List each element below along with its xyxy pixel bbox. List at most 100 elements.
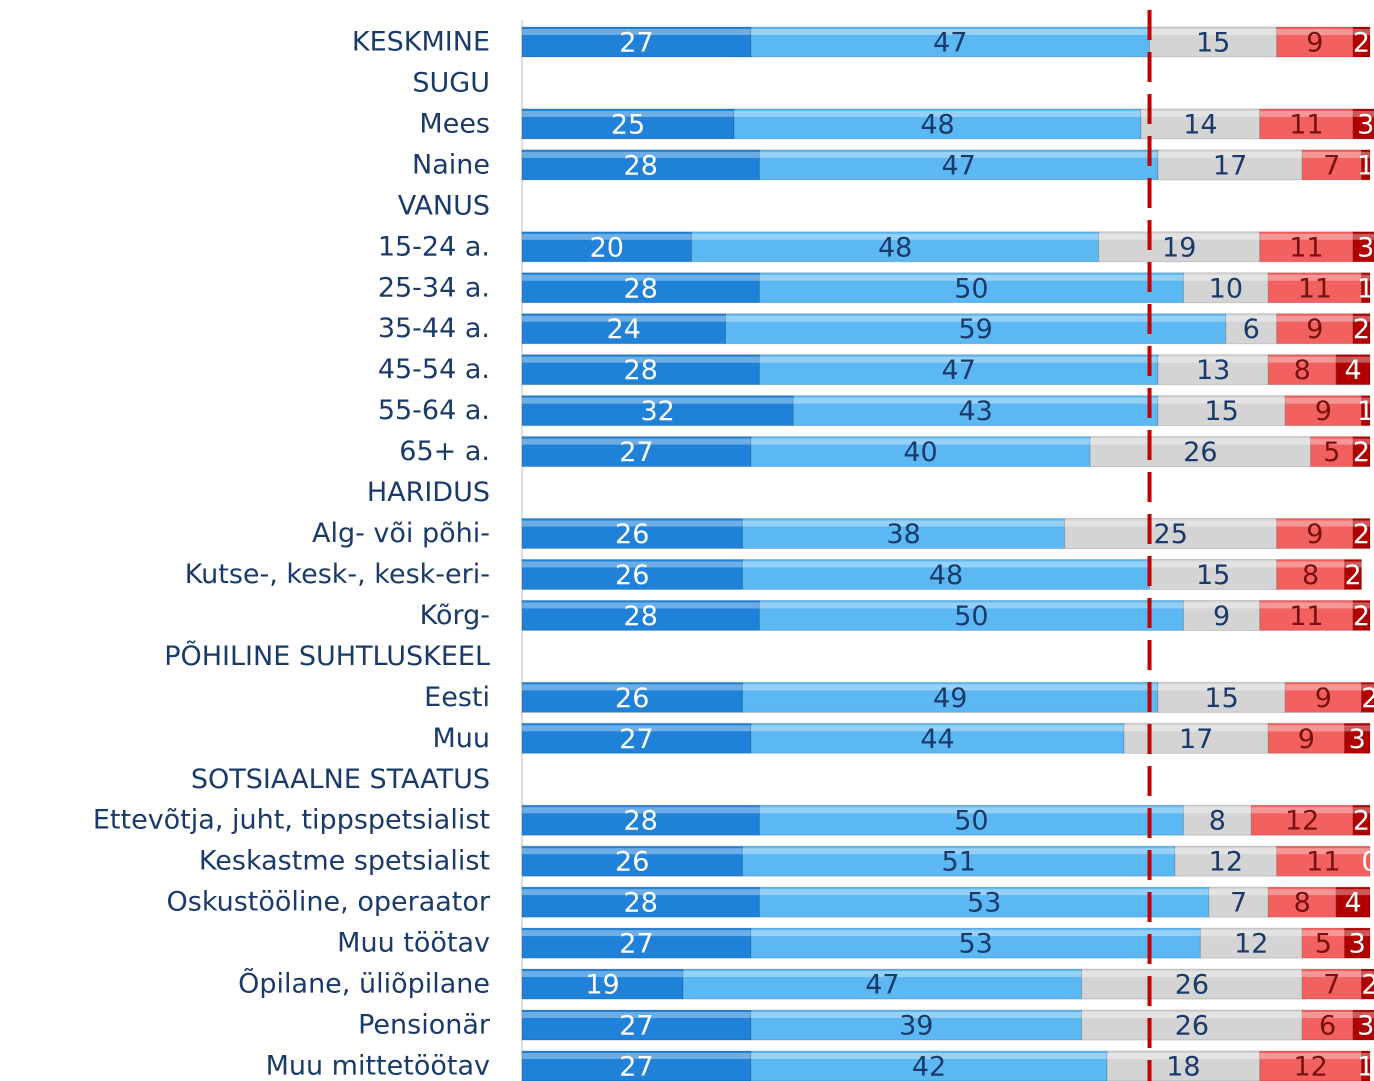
value-label: 9 — [1298, 724, 1315, 755]
bar-gloss — [1353, 1012, 1374, 1019]
bar-segment — [758, 804, 1184, 836]
category-label: SUGU — [412, 67, 490, 98]
value-label: 10 — [1209, 273, 1243, 304]
category-label: Eesti — [424, 682, 490, 713]
bar-segment — [521, 108, 735, 140]
category-label: Kutse-, kesk-, kesk-eri- — [185, 559, 490, 590]
value-label: 5 — [1323, 437, 1340, 468]
bar-segment — [1361, 968, 1374, 1000]
bar-gloss — [759, 807, 1184, 814]
bar-segment — [1098, 231, 1261, 263]
bar-segment — [682, 968, 1083, 1000]
bar-segment — [1361, 149, 1371, 181]
bar-segment — [521, 149, 760, 181]
value-label: 2 — [1353, 519, 1370, 550]
value-label: 17 — [1213, 150, 1247, 181]
bar-gloss — [734, 110, 1142, 117]
bar-gloss — [750, 930, 1201, 937]
bar-segment — [1352, 518, 1371, 550]
category-label: 45-54 a. — [378, 354, 490, 385]
bar-gloss — [1183, 274, 1269, 281]
bar-segment — [758, 149, 1159, 181]
bar-segment — [1361, 395, 1371, 427]
bar-segment — [1361, 1050, 1371, 1081]
bar-segment — [521, 558, 743, 590]
value-label: 9 — [1315, 396, 1332, 427]
value-label: 2 — [1353, 601, 1370, 632]
value-label: 15 — [1204, 683, 1238, 714]
bar-gloss — [522, 930, 751, 937]
bar-gloss — [1302, 971, 1362, 978]
value-label: 9 — [1306, 314, 1323, 345]
value-label: 27 — [619, 1052, 653, 1081]
bar-gloss — [1302, 151, 1362, 158]
value-label: 26 — [615, 519, 649, 550]
bar-gloss — [1268, 274, 1362, 281]
bar-gloss — [1276, 315, 1354, 322]
bar-segment — [1149, 558, 1278, 590]
bar-gloss — [1183, 602, 1260, 609]
value-label: 47 — [933, 28, 967, 59]
value-label: 49 — [933, 683, 967, 714]
value-label: 7 — [1230, 888, 1247, 919]
category-label: SOTSIAALNE STAATUS — [191, 764, 490, 795]
bar-segment — [1276, 558, 1346, 590]
bar-gloss — [1302, 1012, 1354, 1019]
bar-segment — [1352, 1009, 1374, 1041]
bar-segment — [521, 313, 727, 345]
bar-gloss — [759, 602, 1184, 609]
category-label: Kõrg- — [420, 600, 490, 631]
bar-gloss — [1090, 438, 1311, 445]
bar-gloss — [1353, 438, 1370, 445]
bar-segment — [1344, 558, 1363, 590]
value-label: 2 — [1353, 437, 1370, 468]
bar-gloss — [742, 848, 1175, 855]
bar-segment — [1140, 108, 1261, 140]
value-label: 26 — [615, 683, 649, 714]
bar-segment — [741, 845, 1176, 877]
bar-segment — [1267, 886, 1337, 918]
bar-segment — [1301, 927, 1346, 959]
bar-segment — [1352, 436, 1371, 468]
category-label: Mees — [419, 108, 490, 139]
bar-segment — [750, 722, 1125, 754]
value-label: 8 — [1302, 560, 1319, 591]
value-label: 47 — [865, 970, 899, 1001]
bar-gloss — [1225, 315, 1277, 322]
bar-gloss — [1344, 930, 1370, 937]
bar-gloss — [1081, 971, 1303, 978]
bar-gloss — [522, 684, 743, 691]
value-label: 26 — [1183, 437, 1217, 468]
bar-gloss — [1353, 520, 1370, 527]
bar-segment — [1182, 599, 1261, 631]
value-label: 2 — [1353, 806, 1370, 837]
bar-gloss — [522, 274, 760, 281]
value-label: 28 — [624, 273, 658, 304]
bar-gloss — [1353, 29, 1370, 35]
value-label: 26 — [615, 560, 649, 591]
bar-segment — [521, 436, 752, 468]
value-label: 39 — [899, 1011, 933, 1042]
bar-gloss — [1276, 561, 1345, 568]
value-label: 32 — [641, 396, 675, 427]
bar-gloss — [1276, 29, 1354, 35]
bar-gloss — [1259, 602, 1354, 609]
value-label: 11 — [1289, 232, 1323, 263]
bar-gloss — [725, 315, 1226, 322]
bar-gloss — [1158, 151, 1303, 158]
bar-gloss — [522, 233, 692, 240]
bar-gloss — [742, 520, 1065, 527]
value-label: 48 — [929, 560, 963, 591]
value-label: 50 — [954, 273, 988, 304]
bar-segment — [1361, 272, 1371, 304]
bar-gloss — [1259, 110, 1354, 117]
bar-gloss — [1268, 725, 1345, 732]
bar-segment — [1301, 1009, 1354, 1041]
bar-gloss — [522, 848, 743, 855]
value-label: 51 — [942, 847, 976, 878]
bar-segment — [1361, 681, 1374, 713]
value-label: 59 — [959, 314, 993, 345]
bar-gloss — [742, 561, 1150, 568]
bar-segment — [1182, 272, 1269, 304]
